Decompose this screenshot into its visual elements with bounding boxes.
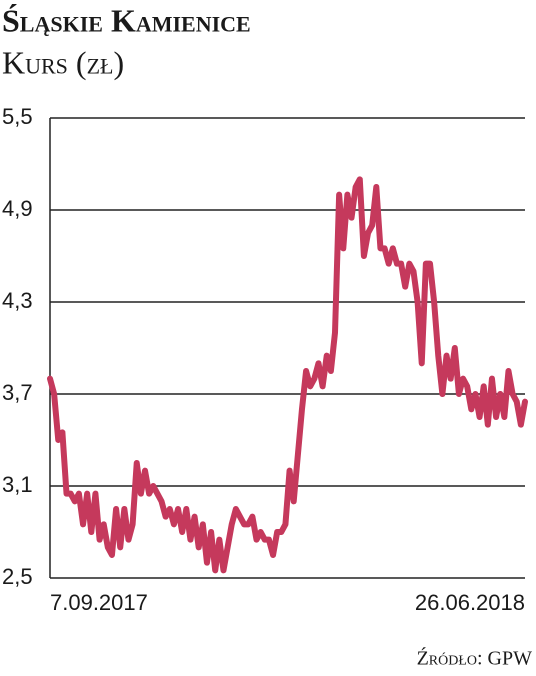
x-tick-label: 7.09.2017	[50, 590, 148, 615]
y-tick-label: 2,5	[2, 564, 33, 589]
chart-subtitle: Kurs (zł)	[2, 44, 124, 80]
source-note: Źródło: GPW	[417, 647, 533, 670]
y-tick-label: 3,1	[2, 472, 33, 497]
x-tick-label: 26.06.2018	[415, 590, 525, 615]
chart-title: Śląskie Kamienice	[2, 2, 251, 38]
y-tick-label: 5,5	[2, 104, 33, 129]
y-tick-label: 3,7	[2, 380, 33, 405]
y-tick-label: 4,9	[2, 196, 33, 221]
price-line	[47, 176, 528, 574]
y-tick-label: 4,3	[2, 288, 33, 313]
